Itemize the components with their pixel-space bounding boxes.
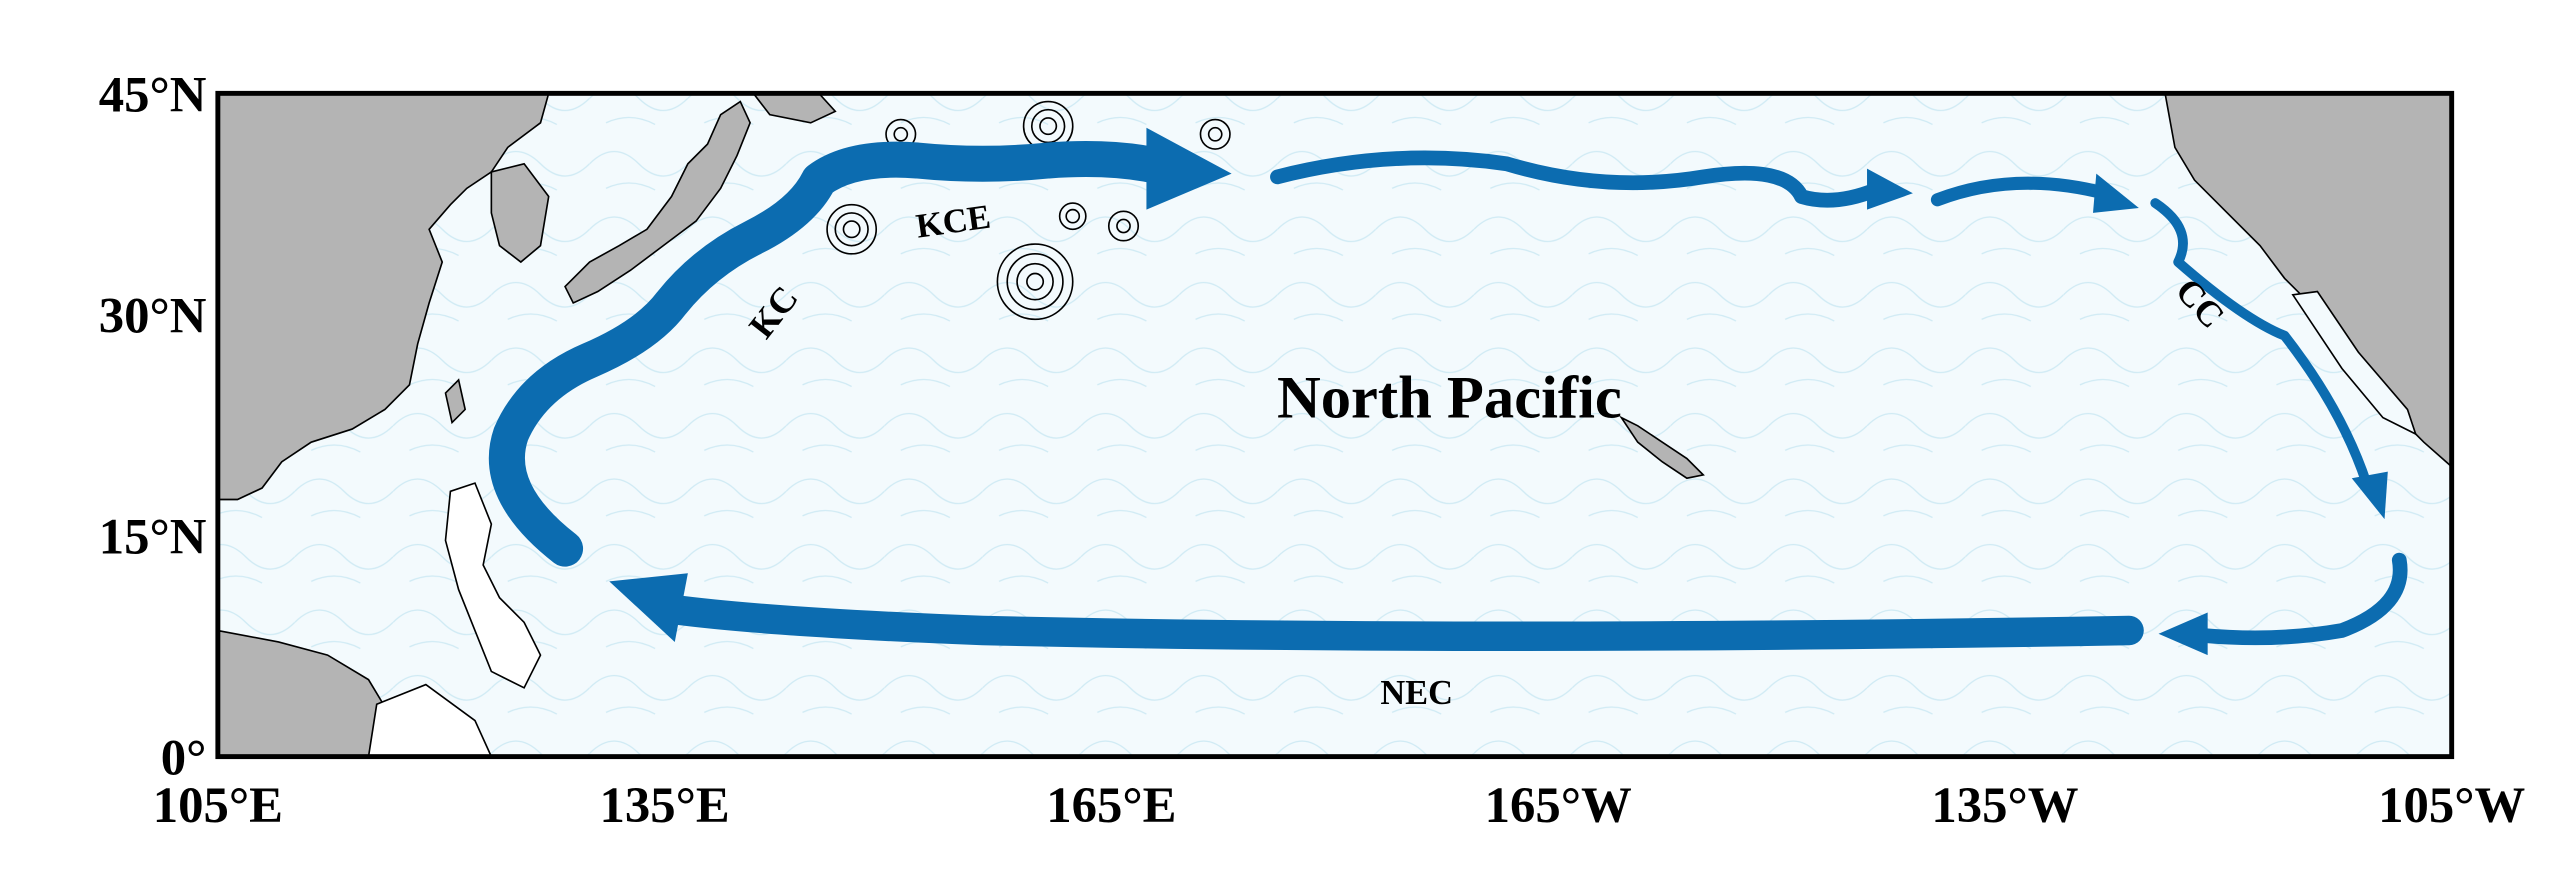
indochina-land [217, 629, 411, 757]
taiwan-land [444, 378, 467, 425]
arrow-head [2158, 612, 2208, 656]
current-label: NEC [1380, 674, 1453, 712]
asia-land [217, 93, 550, 501]
x-tick-label: 165°E [1046, 777, 1176, 833]
korea-land [490, 162, 550, 264]
kuroshio-current [488, 141, 1181, 567]
eddies [826, 100, 1231, 321]
north-equatorial-current [656, 594, 2144, 651]
arrow-head [2093, 173, 2139, 213]
x-tick-label: 105°E [153, 777, 283, 833]
eddy [1199, 118, 1231, 150]
sakhalin-land [752, 93, 837, 124]
region-label: North Pacific [1277, 365, 1622, 432]
map-frame [215, 90, 2455, 760]
y-tick-label: 45°N [99, 66, 207, 122]
eddy [1107, 210, 1140, 242]
north-pacific-current [1270, 150, 1883, 208]
y-tick-label: 30°N [99, 287, 207, 343]
eddy [996, 243, 1074, 321]
arrow-head [1146, 127, 1232, 210]
return-current [2195, 552, 2408, 646]
currents [488, 127, 2408, 656]
arrow-head [1867, 168, 1913, 210]
map-area: North Pacific KC KCE CC NEC [217, 93, 2452, 757]
x-tick-label: 105°W [2378, 777, 2525, 833]
philippines [444, 482, 542, 689]
axis-ticks: 105°E 135°E 165°E 165°W 135°W 105°W 45°N 30°N 15… [99, 66, 2526, 833]
eddy [1058, 202, 1087, 231]
x-tick-label: 165°W [1485, 777, 1632, 833]
x-tick-label: 135°W [1931, 777, 2078, 833]
x-tick-label: 135°E [599, 777, 729, 833]
arrow-head [2351, 471, 2388, 520]
borneo [367, 683, 493, 757]
y-tick-label: 0° [161, 730, 207, 786]
arrow-head [609, 573, 688, 642]
north-pacific-current-east [1930, 176, 2112, 207]
hawaii [1618, 415, 1705, 480]
california-current [2150, 198, 2372, 489]
japan-land [564, 100, 752, 305]
eddy [826, 203, 878, 255]
y-tick-label: 15°N [99, 509, 207, 565]
gulf-of-california [2291, 290, 2418, 436]
